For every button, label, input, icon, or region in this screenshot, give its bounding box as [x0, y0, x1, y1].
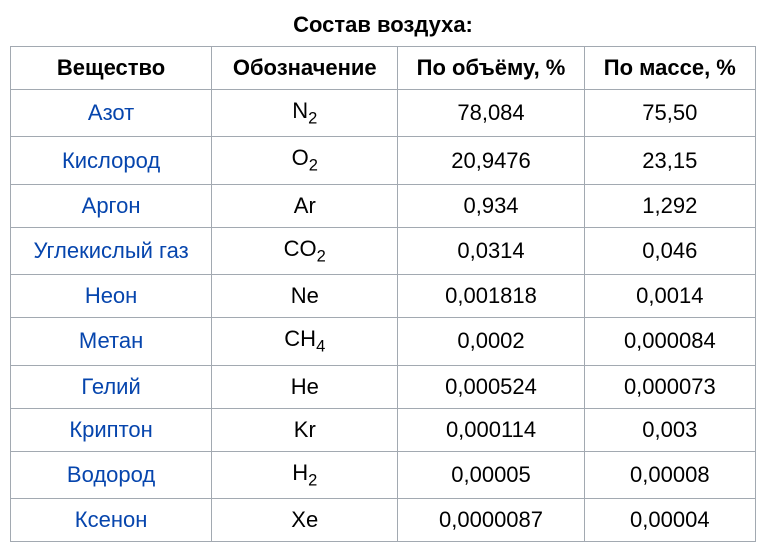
cell-substance[interactable]: Кислород	[11, 137, 212, 184]
table-row: ВодородH20,000050,00008	[11, 451, 756, 498]
cell-substance[interactable]: Углекислый газ	[11, 227, 212, 274]
cell-mass: 23,15	[584, 137, 755, 184]
cell-formula: Xe	[212, 498, 398, 541]
cell-mass: 1,292	[584, 184, 755, 227]
cell-volume: 0,934	[398, 184, 584, 227]
cell-mass: 0,046	[584, 227, 755, 274]
formula-subscript: 2	[317, 247, 326, 265]
table-row: МетанCH40,00020,000084	[11, 318, 756, 365]
cell-formula: Ar	[212, 184, 398, 227]
formula-base: CH	[284, 326, 316, 351]
cell-volume: 0,0314	[398, 227, 584, 274]
cell-substance[interactable]: Аргон	[11, 184, 212, 227]
table-row: КислородO220,947623,15	[11, 137, 756, 184]
table-row: Углекислый газCO20,03140,046	[11, 227, 756, 274]
cell-mass: 0,003	[584, 408, 755, 451]
table-row: Неон Ne 0,0018180,0014	[11, 275, 756, 318]
cell-substance[interactable]: Неон	[11, 275, 212, 318]
cell-volume: 0,001818	[398, 275, 584, 318]
formula-subscript: 2	[308, 471, 317, 489]
table-row: Криптон Kr 0,0001140,003	[11, 408, 756, 451]
header-symbol: Обозначение	[212, 47, 398, 90]
cell-mass: 75,50	[584, 90, 755, 137]
formula-base: N	[292, 98, 308, 123]
cell-formula: N2	[212, 90, 398, 137]
formula-base: Ar	[294, 193, 316, 218]
formula-subscript: 2	[308, 109, 317, 127]
cell-volume: 0,0000087	[398, 498, 584, 541]
cell-substance[interactable]: Криптон	[11, 408, 212, 451]
header-volume: По объёму, %	[398, 47, 584, 90]
header-substance: Вещество	[11, 47, 212, 90]
header-mass: По массе, %	[584, 47, 755, 90]
cell-mass: 0,0014	[584, 275, 755, 318]
cell-volume: 0,0002	[398, 318, 584, 365]
cell-substance[interactable]: Азот	[11, 90, 212, 137]
cell-volume: 0,000114	[398, 408, 584, 451]
cell-mass: 0,00004	[584, 498, 755, 541]
table-row: АзотN278,08475,50	[11, 90, 756, 137]
cell-volume: 0,00005	[398, 451, 584, 498]
cell-formula: He	[212, 365, 398, 408]
cell-mass: 0,000084	[584, 318, 755, 365]
cell-volume: 20,9476	[398, 137, 584, 184]
table-row: Гелий He 0,0005240,000073	[11, 365, 756, 408]
formula-base: O	[292, 145, 309, 170]
cell-mass: 0,000073	[584, 365, 755, 408]
formula-base: H	[292, 460, 308, 485]
table-row: Аргон Ar 0,9341,292	[11, 184, 756, 227]
formula-subscript: 2	[309, 157, 318, 175]
cell-substance[interactable]: Метан	[11, 318, 212, 365]
cell-formula: H2	[212, 451, 398, 498]
cell-formula: O2	[212, 137, 398, 184]
cell-substance[interactable]: Водород	[11, 451, 212, 498]
cell-volume: 78,084	[398, 90, 584, 137]
table-title: Состав воздуха:	[10, 12, 756, 38]
formula-base: CO	[284, 236, 317, 261]
formula-base: Xe	[291, 507, 318, 532]
cell-formula: Kr	[212, 408, 398, 451]
formula-base: Kr	[294, 417, 316, 442]
formula-base: He	[291, 374, 319, 399]
cell-mass: 0,00008	[584, 451, 755, 498]
air-composition-table: Вещество Обозначение По объёму, % По мас…	[10, 46, 756, 542]
cell-formula: CO2	[212, 227, 398, 274]
cell-volume: 0,000524	[398, 365, 584, 408]
cell-substance[interactable]: Гелий	[11, 365, 212, 408]
table-row: Ксенон Xe 0,00000870,00004	[11, 498, 756, 541]
cell-formula: CH4	[212, 318, 398, 365]
cell-substance[interactable]: Ксенон	[11, 498, 212, 541]
cell-formula: Ne	[212, 275, 398, 318]
formula-subscript: 4	[316, 338, 325, 356]
formula-base: Ne	[291, 283, 319, 308]
table-header-row: Вещество Обозначение По объёму, % По мас…	[11, 47, 756, 90]
